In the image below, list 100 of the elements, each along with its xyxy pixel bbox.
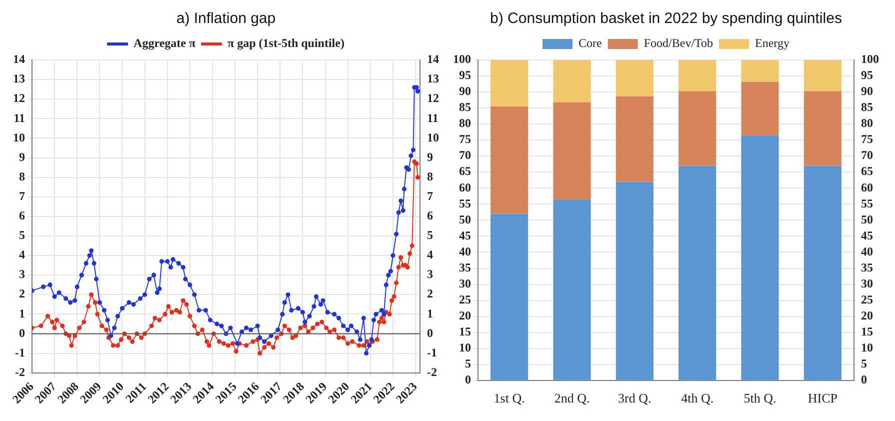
y2-tick-label: 5 (19, 228, 25, 242)
bar (490, 106, 528, 214)
y2-tick-label: 5 (861, 356, 867, 370)
y-tick-label: 14 (427, 52, 439, 66)
y2-tick-label: 11 (14, 110, 25, 125)
y2-tick-label: 12 (13, 91, 25, 106)
y-tick-label: 15 (459, 324, 471, 338)
bar (678, 166, 716, 380)
legend-label: Aggregate π (134, 36, 196, 50)
y2-tick-label: -1 (15, 345, 25, 360)
y-tick-label: 80 (459, 116, 471, 130)
x-tick-label: 2nd Q. (554, 390, 590, 406)
y-tick-label: 65 (459, 164, 471, 178)
y2-tick-label: 70 (861, 148, 873, 162)
y-tick-label: 1 (427, 306, 433, 320)
bar (490, 214, 528, 380)
y2-tick-label: 14 (13, 52, 25, 66)
y-tick-label: 8 (427, 169, 433, 184)
y-tick-label: 100 (453, 52, 471, 66)
y2-tick-label: 40 (861, 244, 873, 258)
y2-tick-label: 20 (861, 308, 873, 322)
y2-tick-label: 6 (19, 208, 25, 223)
y-tick-label: 10 (459, 340, 471, 354)
y-tick-label: 90 (459, 84, 471, 98)
legend-label: π gap (1st-5th quintile) (228, 36, 344, 50)
legend-label: Core (578, 36, 602, 50)
chart-title: b) Consumption basket in 2022 by spending quintiles (490, 10, 842, 28)
y2-tick-label: 85 (861, 100, 873, 114)
bar (616, 182, 654, 380)
y2-tick-label: 15 (861, 324, 873, 338)
y2-tick-label: -2 (15, 364, 25, 379)
y-tick-label: 5 (465, 356, 471, 370)
y2-tick-label: 90 (861, 84, 873, 98)
y2-tick-label: 10 (861, 340, 873, 354)
legend-label: Energy (755, 36, 790, 50)
bar (678, 91, 716, 166)
y-tick-label: 4 (427, 248, 433, 262)
bar (741, 60, 779, 82)
bar (804, 91, 842, 166)
y2-tick-label: 4 (19, 248, 25, 262)
y-tick-label: 30 (459, 276, 471, 290)
y-tick-label: -1 (427, 345, 437, 360)
y-tick-label: 0 (465, 372, 471, 386)
x-tick-label: HICP (808, 390, 838, 406)
y2-tick-label: 60 (861, 180, 873, 194)
y-tick-label: 7 (427, 188, 433, 203)
bar (741, 82, 779, 136)
bar (804, 60, 842, 92)
y2-tick-label: 25 (861, 292, 873, 306)
y-tick-label: 5 (427, 228, 433, 242)
y2-tick-label: 0 (861, 372, 867, 386)
y-tick-label: 20 (459, 308, 471, 322)
bar (553, 60, 591, 102)
y-tick-label: 6 (427, 208, 433, 223)
y-tick-label: -2 (427, 364, 437, 379)
y2-tick-label: 75 (861, 132, 873, 146)
y-tick-label: 50 (459, 212, 471, 226)
y-tick-label: 75 (459, 132, 471, 146)
chart-title: a) Inflation gap (176, 10, 276, 28)
bar (490, 60, 528, 106)
y-tick-label: 40 (459, 244, 471, 258)
y-tick-label: 10 (427, 130, 439, 144)
y-tick-label: 11 (427, 110, 438, 125)
y2-tick-label: 100 (861, 52, 879, 66)
y2-tick-label: 80 (861, 116, 873, 130)
y-tick-label: 55 (459, 196, 471, 210)
y-tick-label: 13 (427, 72, 439, 86)
x-tick-label: 1st Q. (494, 390, 525, 406)
y-tick-label: 35 (459, 260, 471, 274)
y2-tick-label: 50 (861, 212, 873, 226)
y2-tick-label: 0 (19, 326, 25, 340)
y2-tick-label: 95 (861, 68, 873, 82)
y-tick-label: 70 (459, 148, 471, 162)
bar (553, 199, 591, 380)
y-tick-label: 9 (427, 150, 433, 164)
y2-tick-label: 65 (861, 164, 873, 178)
y2-tick-label: 1 (19, 306, 25, 320)
y2-tick-label: 35 (861, 260, 873, 274)
y-tick-label: 25 (459, 292, 471, 306)
y-tick-label: 0 (427, 326, 433, 340)
bar (678, 60, 716, 92)
bar (616, 96, 654, 182)
y2-tick-label: 8 (19, 169, 25, 184)
bar (616, 60, 654, 96)
legend-label: Food/Bev/Tob (644, 36, 714, 50)
y2-tick-label: 7 (19, 188, 25, 203)
x-tick-label: 3rd Q. (618, 390, 652, 406)
y2-tick-label: 10 (13, 130, 25, 144)
y2-tick-label: 55 (861, 196, 873, 210)
x-tick-label: 4th Q. (681, 390, 714, 406)
y2-tick-label: 13 (13, 72, 25, 86)
y2-tick-label: 2 (19, 286, 25, 301)
y-tick-label: 45 (459, 228, 471, 242)
y2-tick-label: 9 (19, 150, 25, 164)
y-tick-label: 3 (427, 267, 433, 282)
x-tick-label: 5th Q. (744, 390, 776, 406)
y-tick-label: 95 (459, 68, 471, 82)
y2-tick-label: 30 (861, 276, 873, 290)
bar (804, 166, 842, 380)
y-tick-label: 2 (427, 286, 433, 301)
